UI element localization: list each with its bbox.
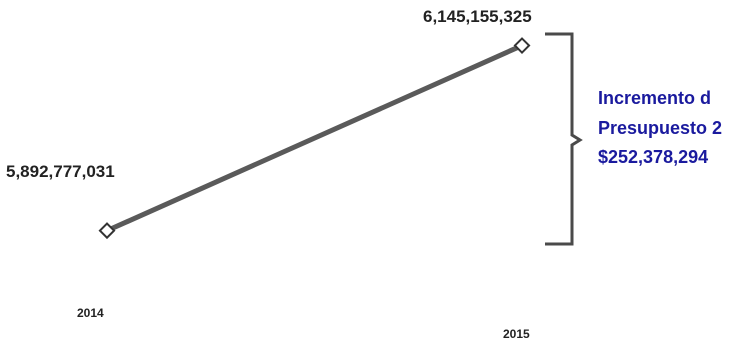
bracket-shape — [545, 32, 583, 246]
data-point-2015 — [513, 37, 531, 55]
labels-layer: 5,892,777,031 6,145,155,325 2014 2015 — [6, 7, 532, 341]
annotation-line-3: $252,378,294 — [598, 147, 708, 167]
series-line — [104, 43, 525, 234]
data-label-2015: 6,145,155,325 — [423, 7, 532, 26]
annotation-line-1: Incremento d — [598, 88, 711, 108]
data-point-2014 — [98, 222, 116, 240]
x-tick-2014: 2014 — [77, 306, 104, 320]
x-tick-2015: 2015 — [503, 327, 530, 341]
series-layer — [98, 37, 531, 240]
data-label-2014: 5,892,777,031 — [6, 162, 115, 181]
annotation-line-2: Presupuesto 2 — [598, 118, 722, 138]
